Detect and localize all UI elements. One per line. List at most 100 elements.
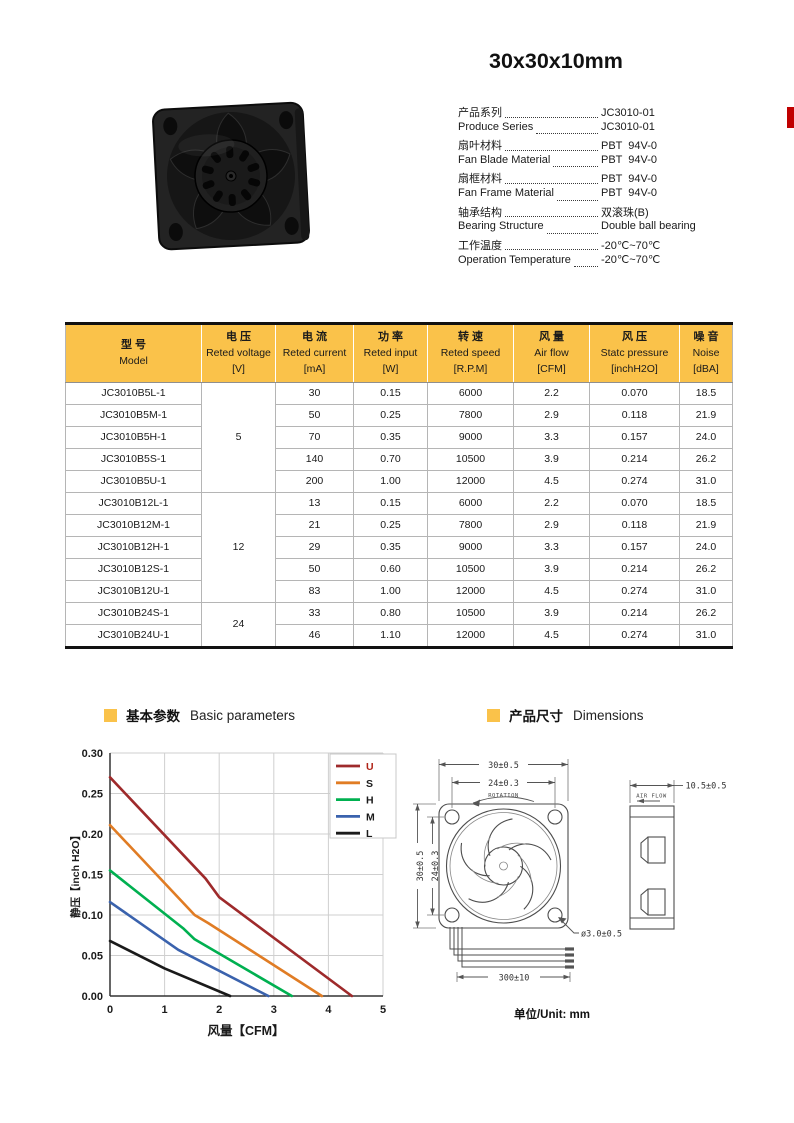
- spec-list: 产品系列 JC3010-01 Produce Series JC3010-01 扇叶材料…: [458, 104, 739, 270]
- side-view: [629, 805, 675, 930]
- rotation-label: ROTATION: [488, 793, 519, 799]
- value-cell: 0.070: [589, 381, 680, 405]
- spec-value: -20℃~70℃: [601, 239, 661, 252]
- legend-label-L: L: [366, 828, 373, 840]
- table-row: JC3010B12L-1 12 13 0.15 6000 2.2 0.070 18.5: [65, 491, 733, 603]
- y-tick-label: 0.15: [82, 870, 103, 882]
- spec-row: Fan Blade Material PBT 94V-0: [458, 154, 739, 171]
- value-cell: 33: [275, 601, 354, 625]
- value-cell: 0.214: [589, 447, 680, 471]
- air-flow-label: AIR FLOW: [636, 794, 667, 800]
- spec-table: 型 号 Model 电 压 Reted voltage [V] 电 流 Reted curr…: [65, 322, 733, 649]
- model-cell: JC3010B24U-1: [65, 623, 202, 648]
- value-cell: 0.214: [589, 601, 680, 625]
- value-cell: 24.0: [679, 425, 733, 449]
- value-cell: 1.00: [353, 469, 428, 493]
- spec-row: Bearing Structure Double ball bearing: [458, 220, 739, 237]
- legend-label-S: S: [366, 778, 373, 790]
- value-cell: 0.274: [589, 469, 680, 493]
- column-header: 风 量 Air flow [CFM]: [513, 323, 590, 383]
- value-cell: 21: [275, 513, 354, 537]
- dotted-leader: [553, 165, 598, 168]
- performance-chart: 0.000.050.100.150.200.250.300 1 2 3 4 5USHML …: [69, 748, 397, 1038]
- dotted-leader: [505, 116, 598, 118]
- section-basic-parameters: 基本参数 Basic parameters: [104, 705, 295, 725]
- model-cell: JC3010B5M-1: [65, 403, 202, 427]
- y-tick-label: 0.00: [82, 991, 103, 1003]
- table-row: JC3010B12S-1 50 0.60 10500 3.9 0.214 26.2: [65, 557, 733, 581]
- model-cell: JC3010B12S-1: [65, 557, 202, 581]
- value-cell: 0.157: [589, 425, 680, 449]
- y-tick-label: 0.30: [82, 748, 103, 760]
- dotted-leader: [536, 132, 598, 135]
- value-cell: 4.5: [513, 623, 590, 648]
- dimensions-drawing: 30±0.5 24±0.3 ROTATION 30±0.5 24±0.3 ø3.…: [412, 758, 727, 1021]
- value-cell: 3.9: [513, 601, 590, 625]
- value-cell: 10500: [427, 447, 514, 471]
- y-axis-title: 静压【inch H2O】: [69, 830, 82, 918]
- x-tick-label: 3: [271, 1004, 277, 1016]
- model-cell: JC3010B5S-1: [65, 447, 202, 471]
- spec-row: 扇框材料 PBT 94V-0: [458, 170, 739, 187]
- spec-row: 扇叶材料 PBT 94V-0: [458, 137, 739, 154]
- value-cell: 9000: [427, 535, 514, 559]
- spec-value: PBT 94V-0: [601, 140, 658, 153]
- unit-note: 单位/Unit: mm: [514, 1007, 590, 1021]
- spec-label: 扇叶材料: [458, 140, 502, 153]
- y-tick-label: 0.20: [82, 829, 103, 841]
- value-cell: 46: [275, 623, 354, 648]
- section-title-cn: 基本参数: [126, 709, 180, 724]
- value-cell: 70: [275, 425, 354, 449]
- mount-hole: [284, 216, 299, 235]
- photo-highlight: [178, 134, 235, 157]
- spec-label: Produce Series: [458, 120, 534, 133]
- dotted-leader: [556, 199, 598, 201]
- lead-wires: [449, 927, 574, 969]
- dim-hole-spacing-h: 24±0.3: [431, 851, 441, 882]
- value-cell: 0.118: [589, 403, 680, 427]
- spec-label: Fan Frame Material: [458, 186, 554, 199]
- legend-box: [329, 753, 397, 839]
- dim-hole-spacing-w: 24±0.3: [488, 779, 519, 789]
- column-header: 功 率 Reted input [W]: [353, 323, 428, 383]
- legend-label-U: U: [366, 761, 374, 773]
- dotted-leader: [505, 149, 598, 151]
- x-tick-label: 0: [107, 1004, 113, 1016]
- model-cell: JC3010B5U-1: [65, 469, 202, 493]
- value-cell: 0.25: [353, 403, 428, 427]
- column-header: 噪 音 Noise [dBA]: [679, 323, 733, 383]
- value-cell: 18.5: [679, 491, 733, 515]
- dim-depth: 10.5±0.5: [686, 782, 727, 792]
- value-cell: 2.9: [513, 513, 590, 537]
- spec-value: JC3010-01: [601, 120, 655, 133]
- value-cell: 0.70: [353, 447, 428, 471]
- front-view: [438, 803, 569, 929]
- dotted-leader: [505, 215, 598, 218]
- value-cell: 29: [275, 535, 354, 559]
- value-cell: 50: [275, 403, 354, 427]
- table-row: JC3010B5S-1 140 0.70 10500 3.9 0.214 26.2: [65, 447, 733, 471]
- yellow-square-icon: [104, 708, 117, 722]
- spec-table-body: JC3010B5L-1 5 30 0.15 6000 2.2 0.070 18.5 JC3010…: [65, 381, 733, 648]
- y-tick-label: 0.25: [82, 789, 103, 801]
- value-cell: 26.2: [679, 557, 733, 581]
- dotted-leader: [505, 182, 598, 184]
- legend-label-H: H: [366, 795, 374, 807]
- spec-value: -20℃~70℃: [601, 254, 661, 267]
- voltage-cell: 24: [201, 601, 276, 648]
- model-cell: JC3010B12U-1: [65, 579, 202, 603]
- model-cell: JC3010B24S-1: [65, 601, 202, 625]
- value-cell: 12000: [427, 469, 514, 493]
- spec-value: PBT 94V-0: [601, 153, 658, 166]
- spec-row: Produce Series JC3010-01: [458, 121, 739, 138]
- spec-label: Bearing Structure: [458, 220, 544, 233]
- value-cell: 0.15: [353, 491, 428, 515]
- table-row: JC3010B5L-1 5 30 0.15 6000 2.2 0.070 18.5: [65, 381, 733, 493]
- column-header: 型 号 Model: [65, 323, 202, 383]
- value-cell: 21.9: [679, 403, 733, 427]
- value-cell: 2.2: [513, 491, 590, 515]
- dim-width-top: 30±0.5: [488, 761, 519, 771]
- series-line-U: [108, 775, 354, 998]
- voltage-cell: 5: [201, 381, 276, 493]
- spec-value: JC3010-01: [601, 107, 655, 119]
